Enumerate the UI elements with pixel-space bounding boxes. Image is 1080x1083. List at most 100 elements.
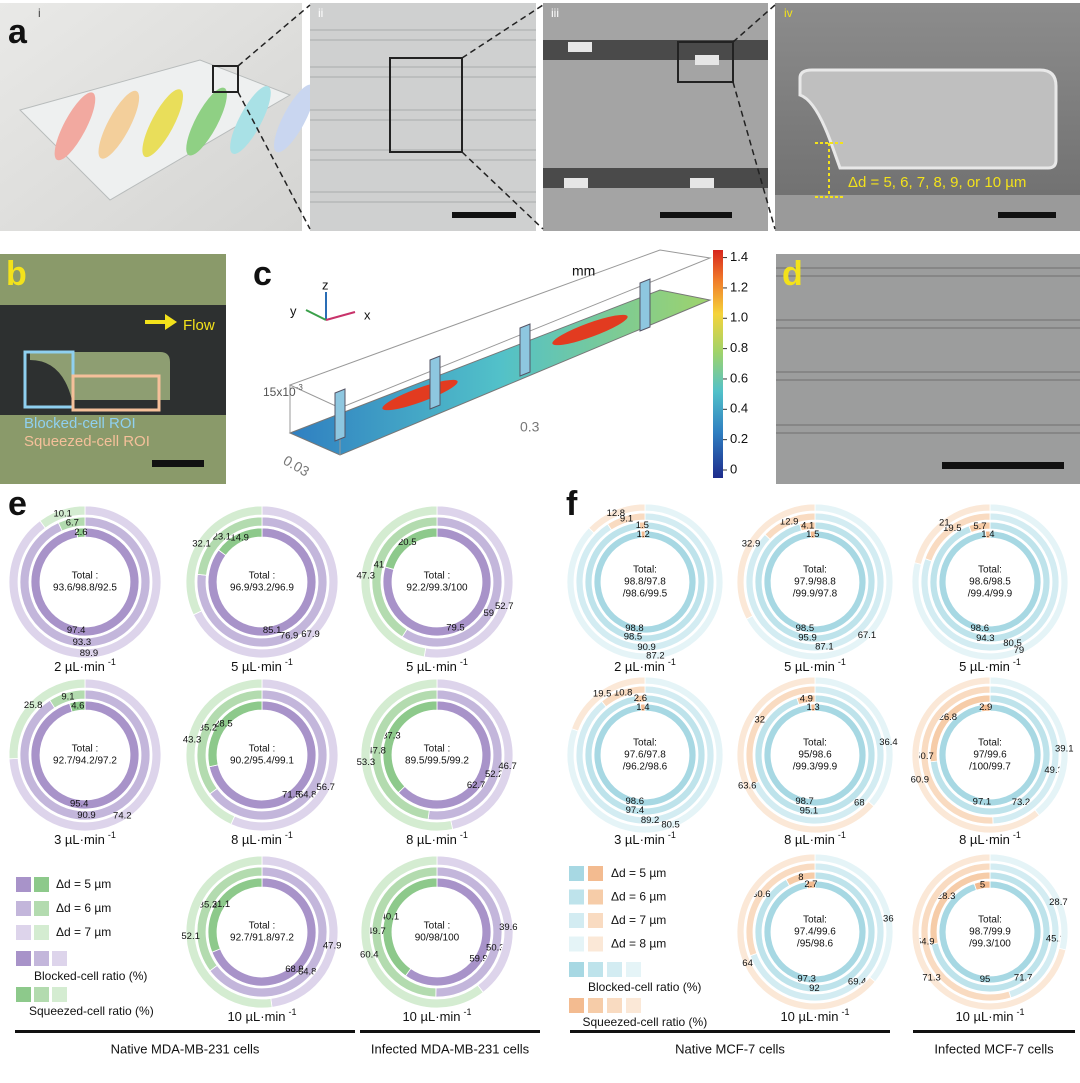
legend-swatch — [34, 901, 49, 916]
squeezed-arc — [980, 703, 991, 713]
colorbar-tick-label: 0 — [730, 461, 737, 476]
legend-swatch — [588, 889, 603, 905]
legend-swatch — [16, 925, 31, 940]
total-label: 90/98/100 — [415, 933, 460, 944]
total-label: 97.4/99.6 — [794, 927, 836, 938]
total-label: Total: — [978, 915, 1002, 926]
squeezed-label: 10.1 — [53, 509, 72, 520]
total-label: 92.7/94.2/97.2 — [53, 756, 117, 767]
donut-chart: 85.1 14.9 76.9 23.1 67.9 32.1 Total :96.9/93.2… — [185, 505, 339, 674]
squeezed-arc — [911, 853, 1067, 1011]
blocked-label: 97.1 — [973, 796, 992, 807]
squeezed-label: 35.2 — [199, 722, 218, 733]
blocked-label: 71.5 — [282, 789, 301, 800]
sub-label: iv — [784, 6, 793, 20]
legend-swatch — [34, 987, 49, 1002]
flow-rate: 5 µL·min -1 — [784, 657, 846, 674]
flow-rate-exp: -1 — [285, 657, 293, 667]
panel-d: d — [776, 254, 1080, 484]
total-label: 95/98.6 — [798, 750, 832, 761]
blocked-label: 98.6 — [625, 796, 644, 807]
squeezed-arc — [360, 855, 484, 1009]
squeezed-arc — [640, 703, 646, 712]
squeezed-arc — [736, 853, 876, 1011]
flow-rate-value: 5 µL·min — [784, 659, 835, 674]
donut-chart: 98.5 1.5 95.9 4.1 87.1 12.9 67.1 32.9 Total:97.9… — [736, 503, 894, 674]
squeezed-arc — [197, 516, 263, 576]
total-label: 96.9/93.2/96.9 — [230, 583, 294, 594]
squeezed-label: 2.7 — [804, 879, 817, 890]
blocked-label: 94.3 — [976, 633, 995, 644]
blocked-label: 97.4 — [67, 625, 86, 636]
blocked-label: 80.5 — [661, 819, 680, 830]
colorbar-tick-label: 0.8 — [730, 340, 748, 355]
blocked-label: 50.3 — [486, 943, 505, 954]
squeezed-arc — [196, 689, 263, 795]
blocked-label: 49.3 — [1044, 765, 1063, 776]
legend-swatch — [569, 998, 584, 1013]
total-label: 92.2/99.3/100 — [406, 583, 468, 594]
squeezed-arc — [571, 676, 646, 732]
blocked-label: 95.4 — [70, 799, 89, 810]
squeezed-arc — [185, 505, 263, 616]
flow-rate-value: 10 µL·min — [227, 1009, 285, 1024]
squeezed-arc — [49, 689, 86, 709]
flow-rate: 2 µL·min -1 — [614, 657, 676, 674]
squeezed-label: 63.6 — [738, 780, 757, 791]
group-bar — [913, 1030, 1075, 1033]
chambers — [54, 84, 315, 161]
total-label: 92.7/91.8/97.2 — [230, 933, 294, 944]
flow-rate-value: 8 µL·min — [231, 832, 282, 847]
squeezed-arc — [75, 527, 86, 539]
squeezed-arc — [39, 505, 86, 529]
legend-swatch — [16, 901, 31, 916]
legend-swatch — [569, 866, 584, 881]
blocked-label: 59.9 — [469, 953, 488, 964]
total-label: 97.9/98.8 — [794, 577, 836, 588]
flow-rate-value: 8 µL·min — [959, 832, 1010, 847]
legend-swatch — [52, 987, 67, 1002]
total-label: 98.7/99.9 — [969, 927, 1011, 938]
squeezed-arc — [8, 678, 86, 760]
donut-chart: 71.5 28.5 64.8 35.2 56.7 43.3 Total :90.2/95.4… — [183, 678, 339, 847]
legend-label: Δd = 5 µm — [56, 877, 111, 891]
squeezed-label: 9.1 — [620, 514, 633, 525]
axis-name: y — [290, 303, 297, 318]
blocked-label: 95.9 — [798, 633, 817, 644]
legend-swatch — [569, 936, 584, 952]
blocked-label: 67.1 — [858, 630, 877, 641]
squeezed-arc — [799, 521, 816, 532]
blocked-label: 56.7 — [316, 782, 335, 793]
donut-chart: 98.6 1.4 97.4 2.6 89.2 10.8 80.5 19.5 Total:97.6… — [566, 676, 724, 847]
flow-rate-value: 2 µL·min — [54, 659, 105, 674]
squeezed-label: 54.9 — [916, 937, 935, 948]
donut-chart: 59.9 40.1 50.3 49.7 39.6 60.4 Total :90/98/100… — [360, 855, 518, 1024]
squeezed-label: 21 — [939, 518, 950, 529]
total-label: Total: — [978, 565, 1002, 576]
legend-swatch — [34, 925, 49, 940]
axis-name: x — [364, 307, 371, 322]
squeezed-arc — [785, 871, 816, 887]
squeezed-arc — [382, 700, 438, 794]
blocked-label: 93.3 — [73, 637, 92, 648]
blocked-label: 52.7 — [495, 601, 514, 612]
squeezed-label: 2.6 — [74, 527, 87, 538]
blocked-label: 89.9 — [80, 648, 99, 659]
squeezed-label: 30.6 — [752, 889, 771, 900]
flow-rate-value: 3 µL·min — [614, 832, 665, 847]
flow-arrow — [145, 314, 177, 330]
dimension-exp: -3 — [296, 383, 304, 392]
zoom-lines — [237, 4, 776, 230]
flow-rate-value: 5 µL·min — [959, 659, 1010, 674]
squeezed-label: 35.2 — [199, 899, 218, 910]
legend-label: Δd = 7 µm — [56, 925, 111, 939]
donut-chart: 79.5 20.5 59 41 52.7 47.3 Total :92.2/99.3/100… — [357, 505, 514, 674]
flow-rate: 5 µL·min -1 — [406, 657, 468, 674]
total-label: 97/99.6 — [973, 750, 1007, 761]
squeezed-label: 41 — [374, 560, 385, 571]
squeezed-arc — [736, 503, 816, 620]
flow-rate-value: 10 µL·min — [402, 1009, 460, 1024]
blocked-label: 59 — [483, 608, 494, 619]
group-bar — [15, 1030, 355, 1033]
